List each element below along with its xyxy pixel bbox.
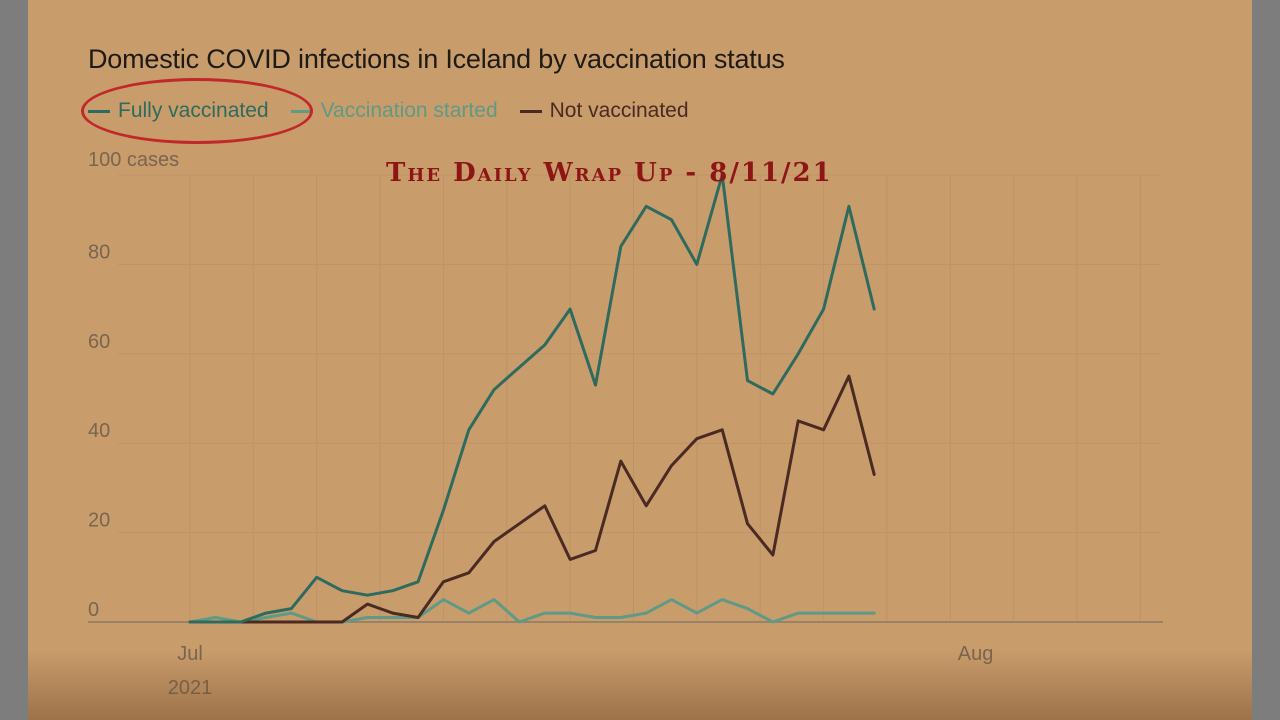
legend-item-fully-vaccinated[interactable]: Fully vaccinated xyxy=(88,99,269,123)
y-tick-label: 20 xyxy=(88,510,110,532)
y-tick-label: 80 xyxy=(88,241,110,263)
x-tick-label: Aug xyxy=(958,643,994,665)
chart-frame: 0 20 40 60 80 100 cases Jul 2021 Aug Domestic CO… xyxy=(28,0,1252,720)
legend-swatch-fully-vaccinated xyxy=(88,109,110,113)
chart-title: Domestic COVID infections in Iceland by … xyxy=(88,44,785,74)
series-line-not-vaccinated xyxy=(188,374,876,624)
x-tick-label: Jul xyxy=(177,643,203,665)
legend-label-not-vaccinated: Not vaccinated xyxy=(549,99,689,122)
y-tick-label: 60 xyxy=(88,331,110,353)
legend-item-vaccination-started[interactable]: Vaccination started xyxy=(290,99,498,123)
series-lines xyxy=(188,173,876,624)
legend-swatch-not-vaccinated xyxy=(519,109,542,113)
y-top-tick-label: 100 cases xyxy=(88,149,179,171)
x-tick-sublabel: 2021 xyxy=(168,677,213,699)
series-line-vaccination-started xyxy=(188,598,876,624)
legend-label-fully-vaccinated: Fully vaccinated xyxy=(118,99,269,122)
legend-swatch-vaccination-started xyxy=(290,109,313,113)
y-tick-label: 0 xyxy=(88,599,99,621)
watermark-text: The Daily Wrap Up - 8/11/21 xyxy=(386,158,833,188)
legend-item-not-vaccinated[interactable]: Not vaccinated xyxy=(519,99,689,123)
legend: Fully vaccinated Vaccination started Not… xyxy=(88,96,689,126)
chart-plot: 0 20 40 60 80 100 cases Jul 2021 Aug xyxy=(88,149,1163,699)
legend-label-vaccination-started: Vaccination started xyxy=(320,99,498,122)
y-tick-label: 40 xyxy=(88,420,110,442)
series-line-fully-vaccinated xyxy=(188,173,876,624)
grid xyxy=(118,174,1161,623)
